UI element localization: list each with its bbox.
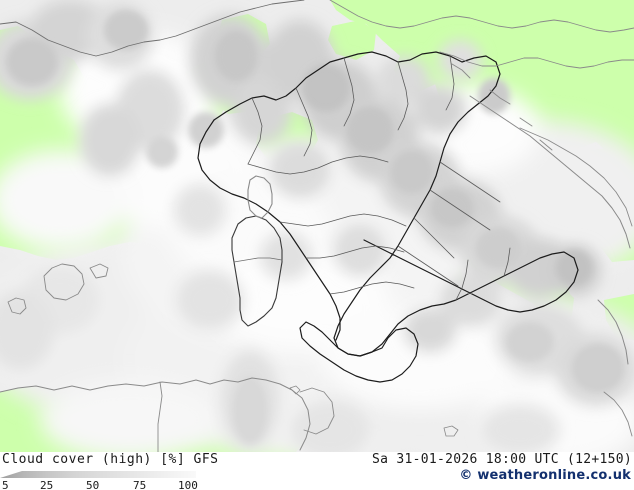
geography-layer [0,0,634,452]
legend-tick-4: 100 [178,479,198,490]
legend-colorbar[interactable]: 5 25 50 75 100 [0,467,210,490]
coastline-north-africa [0,377,311,451]
coastline-dalmatia-islands [451,63,553,151]
map-panel[interactable] [0,0,634,452]
legend-tick-0: 5 [2,479,9,490]
coastline-corsica [247,175,273,219]
coastline-greece-2 [603,391,633,437]
border-italy-regional [247,55,511,301]
border-algeria-tunisia [157,381,163,452]
coastline-sicily [299,321,419,383]
island-pantelleria [289,385,301,395]
border-balkan-inner [439,51,634,69]
cloud-cover-field-layer [0,0,634,452]
clear-area-alps-foreland [330,0,430,60]
legend-gradient-bar [0,471,196,478]
border-alpine-north [0,0,305,57]
cloud-blob-group-dark [6,10,624,444]
cloud-haze-overlay [0,0,634,452]
cloud-cover-map-svg[interactable] [0,0,634,452]
coastline-ibiza [7,297,27,315]
coastline-tunisia-east [299,387,335,435]
clear-area-alps-north [328,20,376,60]
valid-time-label: Sa 31-01-2026 18:00 UTC (12+150) [371,452,632,467]
legend-tick-2: 50 [86,479,100,490]
legend-wedge [0,471,196,478]
coastline-dalmatia [469,95,631,249]
coastline-sardinia [231,215,283,327]
product-title: Cloud cover (high) [%] GFS [2,452,219,467]
border-sardinia-regional [233,257,283,263]
coastline-italy-west [197,119,341,341]
legend-tick-1: 25 [40,479,54,490]
coastline-greece [597,299,629,365]
coastline-menorca [89,263,109,279]
border-austria-slovenia [329,0,634,33]
copyright-label: © weatheronline.co.uk [459,468,631,483]
border-italy-national [213,51,579,357]
footer-bar: Cloud cover (high) [%] GFS Sa 31-01-2026… [0,452,634,490]
legend-tick-3: 75 [133,479,147,490]
coastline-mallorca [43,263,85,301]
island-malta [443,425,459,437]
border-balkan-inner-2 [519,127,633,227]
